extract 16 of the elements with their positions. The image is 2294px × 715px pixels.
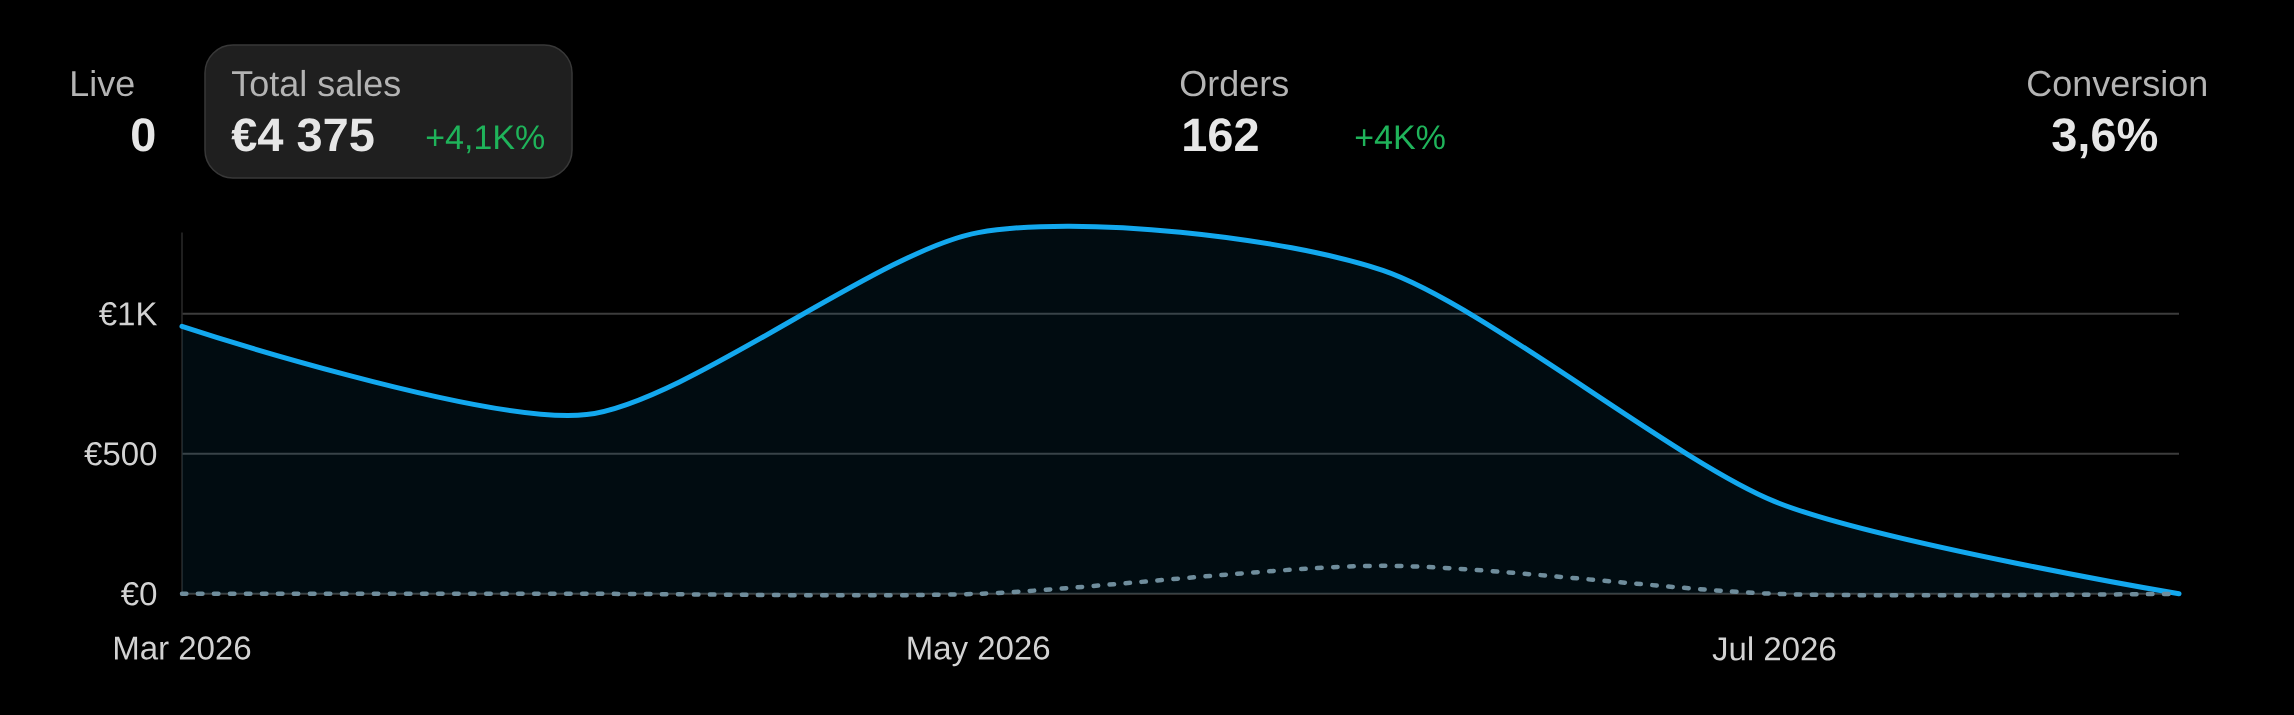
y-tick-label: €1K bbox=[99, 302, 158, 326]
text: Live bbox=[72, 69, 134, 97]
text: Conversion bbox=[2028, 69, 2206, 97]
text: Orders bbox=[1180, 69, 1288, 97]
text: 0 bbox=[132, 118, 155, 152]
y-tick-label: €500 bbox=[84, 442, 157, 466]
x-tick-label: Mar 2026 bbox=[115, 636, 251, 660]
text: Total sales bbox=[232, 69, 400, 97]
text: +4,1K% bbox=[426, 125, 545, 154]
x-tick-label: May 2026 bbox=[908, 636, 1050, 667]
text: 162 bbox=[1184, 118, 1258, 152]
text: 3,6% bbox=[2052, 118, 2158, 159]
text: €4 375 bbox=[231, 118, 374, 152]
y-tick-label: €0 bbox=[121, 582, 157, 606]
x-tick-label: Jul 2026 bbox=[1712, 636, 1836, 661]
text: +4K% bbox=[1355, 125, 1445, 150]
